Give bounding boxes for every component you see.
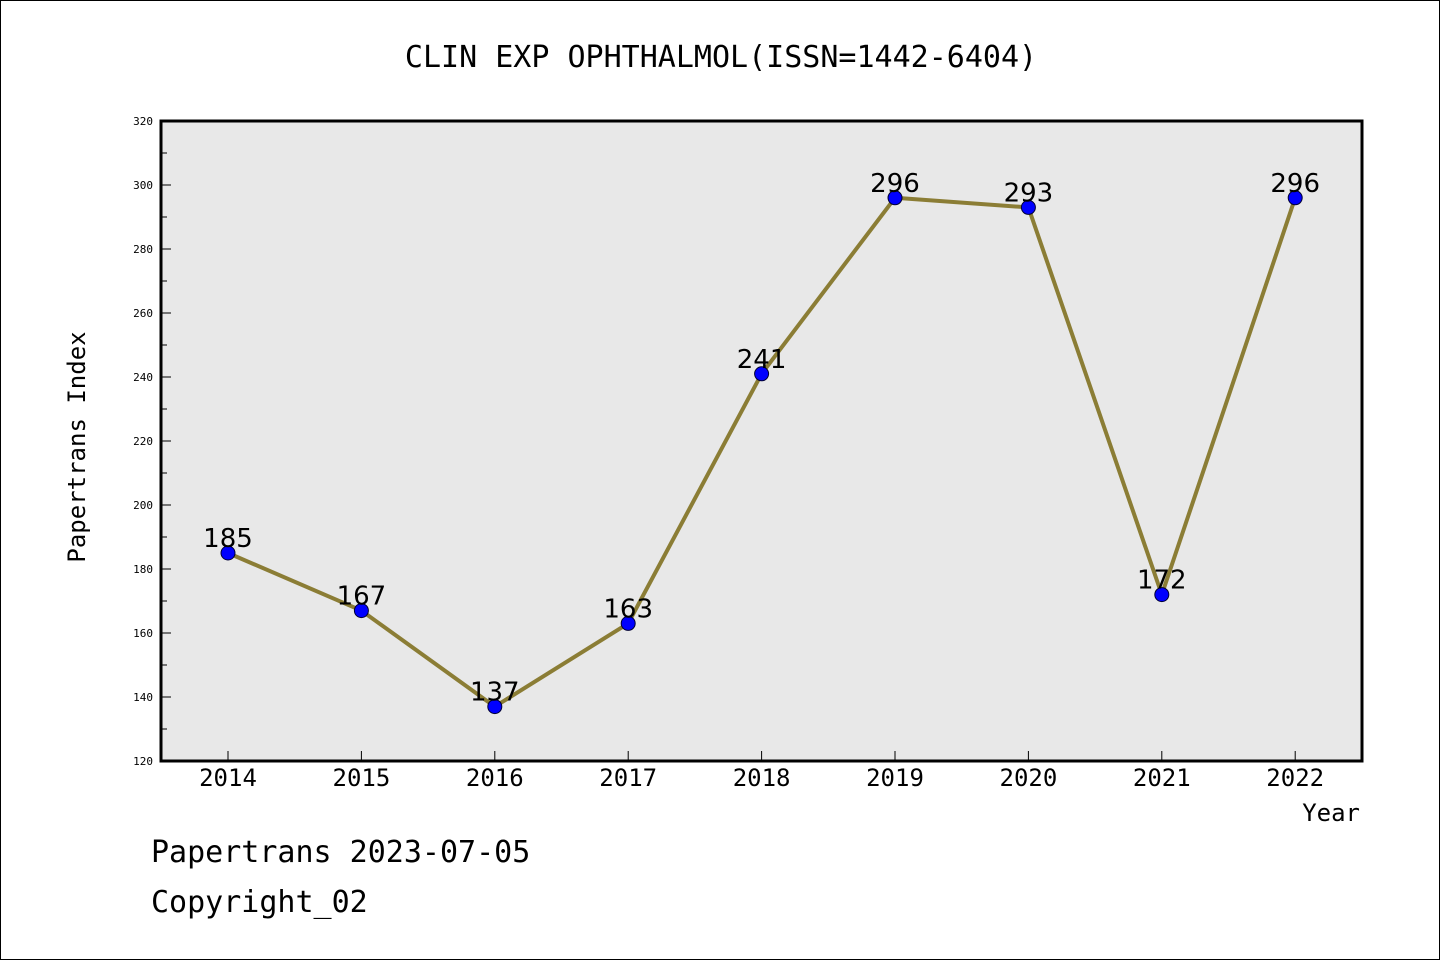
data-point	[754, 366, 770, 382]
data-point	[620, 615, 636, 631]
y-axis: 120 140 160 180 200 220 240 260 280 300 320	[133, 115, 171, 768]
data-label: 185	[203, 524, 253, 554]
data-point	[353, 603, 369, 619]
data-label: 163	[603, 594, 653, 624]
y-tick-label: 140	[133, 691, 153, 704]
x-tick-label: 2021	[1133, 764, 1191, 792]
data-label: 172	[1137, 566, 1187, 596]
x-tick-label: 2020	[1000, 764, 1058, 792]
y-tick-label: 160	[133, 627, 153, 640]
x-tick-label: 2017	[599, 764, 657, 792]
data-point	[1287, 190, 1303, 206]
data-label: 296	[1270, 169, 1320, 199]
y-tick-label: 220	[133, 435, 153, 448]
data-label: 293	[1004, 178, 1054, 208]
data-label: 137	[470, 678, 520, 708]
data-label: 167	[337, 582, 387, 612]
data-labels: 185 167 137 163 241 296 293 172 296	[203, 169, 1320, 708]
x-tick-label: 2018	[733, 764, 791, 792]
footer-copyright: Copyright_02	[151, 885, 368, 920]
y-tick-label: 200	[133, 499, 153, 512]
x-axis-title: Year	[1302, 799, 1360, 827]
data-point	[220, 545, 236, 561]
y-tick-label: 240	[133, 371, 153, 384]
data-label: 296	[870, 169, 920, 199]
x-tick-label: 2016	[466, 764, 524, 792]
x-tick-label: 2022	[1266, 764, 1324, 792]
x-tick-label: 2019	[866, 764, 924, 792]
data-label: 241	[737, 345, 787, 375]
footer-date: Papertrans 2023-07-05	[151, 835, 531, 870]
y-tick-label: 320	[133, 115, 153, 128]
y-tick-label: 300	[133, 179, 153, 192]
x-tick-label: 2014	[199, 764, 257, 792]
y-tick-label: 120	[133, 755, 153, 768]
y-tick-label: 260	[133, 307, 153, 320]
data-point	[1154, 587, 1170, 603]
data-point	[1020, 199, 1036, 215]
y-tick-label: 280	[133, 243, 153, 256]
data-markers	[220, 190, 1303, 715]
data-point	[887, 190, 903, 206]
plot-area	[159, 119, 1364, 763]
x-axis: 2014 2015 2016 2017 2018 2019 2020 2021 2022	[199, 751, 1324, 792]
x-tick-label: 2015	[333, 764, 391, 792]
y-axis-title: Papertrans Index	[63, 331, 91, 562]
data-point	[487, 699, 503, 715]
chart-title: CLIN EXP OPHTHALMOL(ISSN=1442-6404)	[405, 40, 1037, 75]
y-tick-label: 180	[133, 563, 153, 576]
